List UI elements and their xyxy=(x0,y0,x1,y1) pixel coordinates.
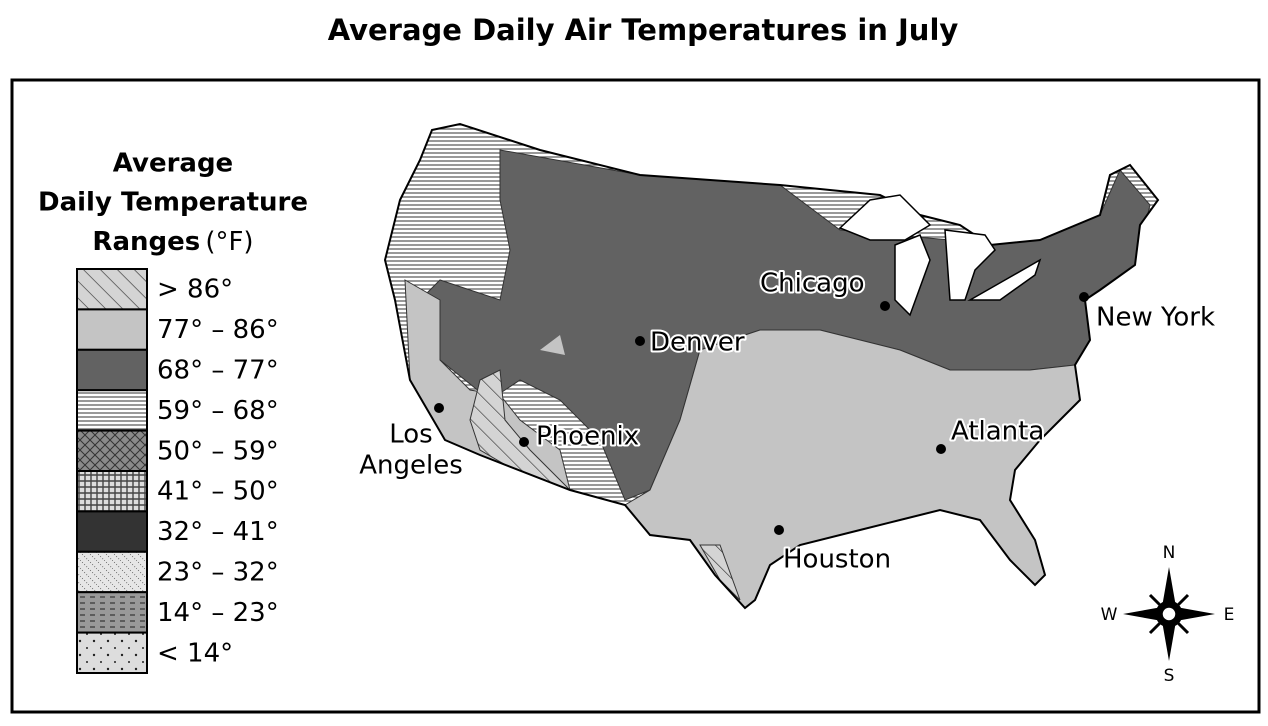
legend-label: 59° – 68° xyxy=(157,396,279,426)
legend-label: 77° – 86° xyxy=(157,315,279,345)
city-dot xyxy=(774,525,784,535)
legend-swatch xyxy=(76,510,148,553)
city-label: New York xyxy=(1096,303,1215,333)
city-dot xyxy=(880,301,890,311)
legend-label: 50° – 59° xyxy=(157,436,279,466)
city-label: Houston xyxy=(783,545,891,575)
legend-swatch xyxy=(76,389,148,432)
city-dot xyxy=(936,444,946,454)
city-label: Phoenix xyxy=(536,422,639,452)
legend-label: < 14° xyxy=(157,638,233,668)
map-title: Average Daily Air Temperatures in July xyxy=(328,13,959,47)
city-label: Los xyxy=(389,420,432,450)
legend-swatch xyxy=(76,429,148,473)
legend-swatch xyxy=(76,268,148,311)
legend-title: Ranges (°F) xyxy=(92,227,253,257)
legend-swatch xyxy=(76,631,148,674)
city-dot xyxy=(434,403,444,413)
city-label: Chicago xyxy=(760,269,865,299)
compass-label: N xyxy=(1163,543,1176,563)
compass-label: W xyxy=(1101,605,1118,625)
legend-swatch xyxy=(76,591,148,634)
legend-label: 68° – 77° xyxy=(157,356,279,386)
legend-unit: (°F) xyxy=(205,227,253,257)
compass-rose: N E S W xyxy=(1101,543,1235,686)
legend: Average Daily Temperature Ranges (°F) > … xyxy=(38,149,308,674)
city-dot xyxy=(635,336,645,346)
legend-title: Ranges xyxy=(92,227,200,257)
legend-title: Daily Temperature xyxy=(38,188,308,218)
city-label: Angeles xyxy=(359,451,463,481)
compass-label: S xyxy=(1164,666,1175,686)
city-dot xyxy=(1079,292,1089,302)
city-label: Denver xyxy=(650,328,745,358)
city-dot xyxy=(519,437,529,447)
legend-label: 23° – 32° xyxy=(157,558,279,588)
frame xyxy=(10,78,1261,714)
legend-title: Average xyxy=(113,149,233,179)
compass-label: E xyxy=(1224,605,1235,625)
legend-label: 41° – 50° xyxy=(157,477,279,507)
legend-swatch xyxy=(76,308,148,351)
cities: Chicago New York Denver Los Angeles Phoe… xyxy=(357,267,1217,577)
legend-label: 14° – 23° xyxy=(157,598,279,628)
legend-swatch xyxy=(76,470,148,513)
legend-label: 32° – 41° xyxy=(157,517,279,547)
us-map xyxy=(384,123,1159,609)
legend-swatch xyxy=(76,348,148,392)
legend-label: > 86° xyxy=(157,275,233,305)
legend-swatch xyxy=(76,550,148,594)
city-label: Atlanta xyxy=(951,417,1044,447)
